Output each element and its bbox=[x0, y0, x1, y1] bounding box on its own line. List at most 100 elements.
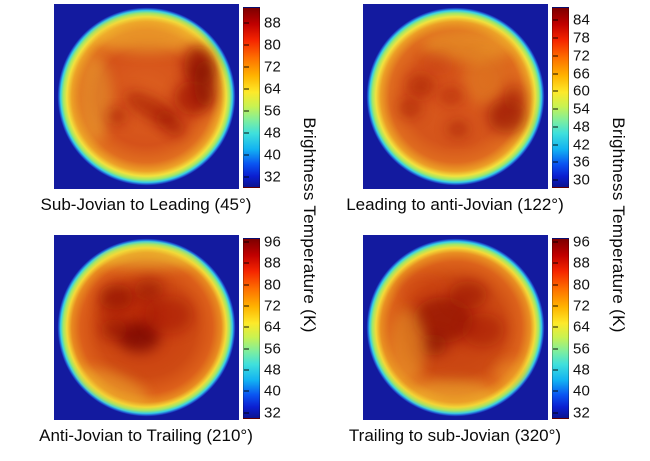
colorbar-tick-mark bbox=[553, 179, 558, 182]
colorbar-tick-mark bbox=[553, 90, 558, 93]
moon-disk-map bbox=[54, 235, 239, 420]
colorbar-tick-label: 96 bbox=[573, 233, 591, 251]
colorbar-tick-label: 30 bbox=[573, 171, 591, 189]
panel-caption: Trailing to sub-Jovian (320°) bbox=[348, 426, 562, 445]
colorbar-tick-label: 60 bbox=[573, 82, 591, 100]
colorbar bbox=[243, 238, 260, 419]
colorbar-tick-mark bbox=[244, 305, 249, 308]
colorbar-tick-mark bbox=[553, 19, 558, 22]
colorbar-tick-mark bbox=[553, 305, 558, 308]
colorbar-tick-label: 48 bbox=[264, 361, 282, 379]
figure: 88 80 72 64 56 48 40 32 Sub-Jovian to Leading (… bbox=[39, 4, 628, 446]
colorbar-tick-mark bbox=[244, 110, 249, 112]
colorbar-tick-label: 80 bbox=[264, 36, 282, 54]
colorbar-tick-mark bbox=[244, 262, 249, 265]
colorbar-tick-mark bbox=[553, 37, 558, 40]
colorbar-tick-label: 64 bbox=[264, 80, 282, 98]
colorbar-tick-label: 80 bbox=[573, 276, 591, 294]
figure-column-right: 84 78 72 66 60 54 48 42 36 30 Leading to anti-Jov… bbox=[346, 4, 628, 446]
colorbar-tick-label: 48 bbox=[573, 361, 591, 379]
colorbar-tick-label: 88 bbox=[573, 254, 591, 272]
colorbar-tick-label: 32 bbox=[264, 168, 282, 186]
colorbar-tick-mark bbox=[553, 72, 558, 75]
plot-row: 96 88 80 72 64 56 48 40 32 bbox=[54, 235, 289, 420]
colorbar-tick-label: 40 bbox=[264, 146, 282, 164]
colorbar-tick-label: 40 bbox=[264, 382, 282, 400]
colorbar-tick-label: 72 bbox=[573, 297, 591, 315]
colorbar-tick-mark bbox=[553, 369, 558, 372]
colorbar-tick-label: 42 bbox=[573, 136, 591, 154]
panel-caption: Anti-Jovian to Trailing (210°) bbox=[39, 426, 253, 445]
colorbar-area: 84 78 72 66 60 54 48 42 36 30 bbox=[552, 4, 598, 189]
panel-caption: Sub-Jovian to Leading (45°) bbox=[40, 195, 252, 214]
colorbar-tick-mark bbox=[553, 125, 558, 128]
plot-row: 88 80 72 64 56 48 40 32 bbox=[54, 4, 289, 189]
colorbar-tick-mark bbox=[244, 326, 249, 329]
colorbar-tick-label: 88 bbox=[264, 14, 282, 32]
plot-row: 96 88 80 72 64 56 48 40 32 bbox=[363, 235, 598, 420]
moon-disk-map bbox=[363, 4, 548, 189]
colorbar-tick-label: 48 bbox=[573, 118, 591, 136]
colorbar-area: 96 88 80 72 64 56 48 40 32 bbox=[243, 235, 289, 420]
colorbar-tick-mark bbox=[244, 88, 249, 91]
colorbar-tick-mark bbox=[553, 108, 558, 111]
colorbar-tick-mark bbox=[244, 283, 249, 286]
heatmap-panel: 88 80 72 64 56 48 40 32 Sub-Jovian to Leading (… bbox=[41, 4, 289, 215]
colorbar-tick-mark bbox=[553, 390, 558, 393]
colorbar-tick-label: 72 bbox=[264, 58, 282, 76]
colorbar-tick-label: 84 bbox=[573, 11, 591, 29]
moon-disk-map bbox=[363, 235, 548, 420]
colorbar-tick-mark bbox=[244, 411, 249, 414]
colorbar-tick-label: 96 bbox=[264, 233, 282, 251]
colorbar-tick-label: 66 bbox=[573, 65, 591, 83]
colorbar-tick-label: 32 bbox=[264, 404, 282, 422]
colorbar-tick-label: 72 bbox=[573, 47, 591, 65]
colorbar-tick-label: 78 bbox=[573, 29, 591, 47]
heatmap-panel: 96 88 80 72 64 56 48 40 32 Anti-Jovian to Traili… bbox=[39, 235, 289, 446]
colorbar-tick-mark bbox=[553, 347, 558, 350]
colorbar-tick-label: 64 bbox=[573, 318, 591, 336]
colorbar-tick-mark bbox=[244, 241, 249, 243]
colorbar-tick-mark bbox=[244, 44, 249, 47]
colorbar-tick-mark bbox=[553, 262, 558, 265]
colorbar-tick-label: 54 bbox=[573, 100, 591, 118]
colorbar-tick-label: 56 bbox=[573, 340, 591, 358]
heatmap-panel: 84 78 72 66 60 54 48 42 36 30 Leading to anti-Jov… bbox=[346, 4, 598, 215]
colorbar-tick-mark bbox=[553, 326, 558, 329]
colorbar-tick-mark bbox=[553, 241, 558, 243]
figure-column-left: 88 80 72 64 56 48 40 32 Sub-Jovian to Leading (… bbox=[39, 4, 319, 446]
heatmap-panel: 96 88 80 72 64 56 48 40 32 Trailing to sub-Jovia… bbox=[349, 235, 598, 446]
colorbar bbox=[243, 7, 260, 188]
colorbar-area: 88 80 72 64 56 48 40 32 bbox=[243, 4, 289, 189]
colorbar-tick-mark bbox=[244, 175, 249, 178]
colorbar bbox=[552, 238, 569, 419]
colorbar-tick-mark bbox=[244, 131, 249, 134]
colorbar-axis-label: Brightness Temperature (K) bbox=[300, 117, 319, 333]
colorbar bbox=[552, 7, 569, 188]
colorbar-tick-mark bbox=[553, 411, 558, 414]
colorbar-tick-label: 88 bbox=[264, 254, 282, 272]
colorbar-tick-label: 32 bbox=[573, 404, 591, 422]
colorbar-tick-label: 80 bbox=[264, 276, 282, 294]
colorbar-tick-label: 40 bbox=[573, 382, 591, 400]
colorbar-tick-mark bbox=[244, 22, 249, 25]
colorbar-axis-label: Brightness Temperature (K) bbox=[609, 117, 628, 333]
colorbar-tick-label: 64 bbox=[264, 318, 282, 336]
colorbar-tick-label: 56 bbox=[264, 340, 282, 358]
moon-disk-map bbox=[54, 4, 239, 189]
colorbar-tick-mark bbox=[244, 66, 249, 69]
colorbar-tick-mark bbox=[244, 390, 249, 393]
colorbar-tick-mark bbox=[244, 153, 249, 156]
colorbar-tick-mark bbox=[553, 54, 558, 57]
colorbar-tick-label: 36 bbox=[573, 153, 591, 171]
panel-caption: Leading to anti-Jovian (122°) bbox=[346, 195, 564, 214]
colorbar-tick-mark bbox=[553, 143, 558, 146]
colorbar-tick-mark bbox=[553, 161, 558, 164]
colorbar-tick-mark bbox=[553, 283, 558, 286]
colorbar-tick-label: 72 bbox=[264, 297, 282, 315]
colorbar-tick-label: 56 bbox=[264, 102, 282, 120]
colorbar-area: 96 88 80 72 64 56 48 40 32 bbox=[552, 235, 598, 420]
plot-row: 84 78 72 66 60 54 48 42 36 30 bbox=[363, 4, 598, 189]
colorbar-tick-mark bbox=[244, 347, 249, 350]
colorbar-tick-mark bbox=[244, 369, 249, 372]
